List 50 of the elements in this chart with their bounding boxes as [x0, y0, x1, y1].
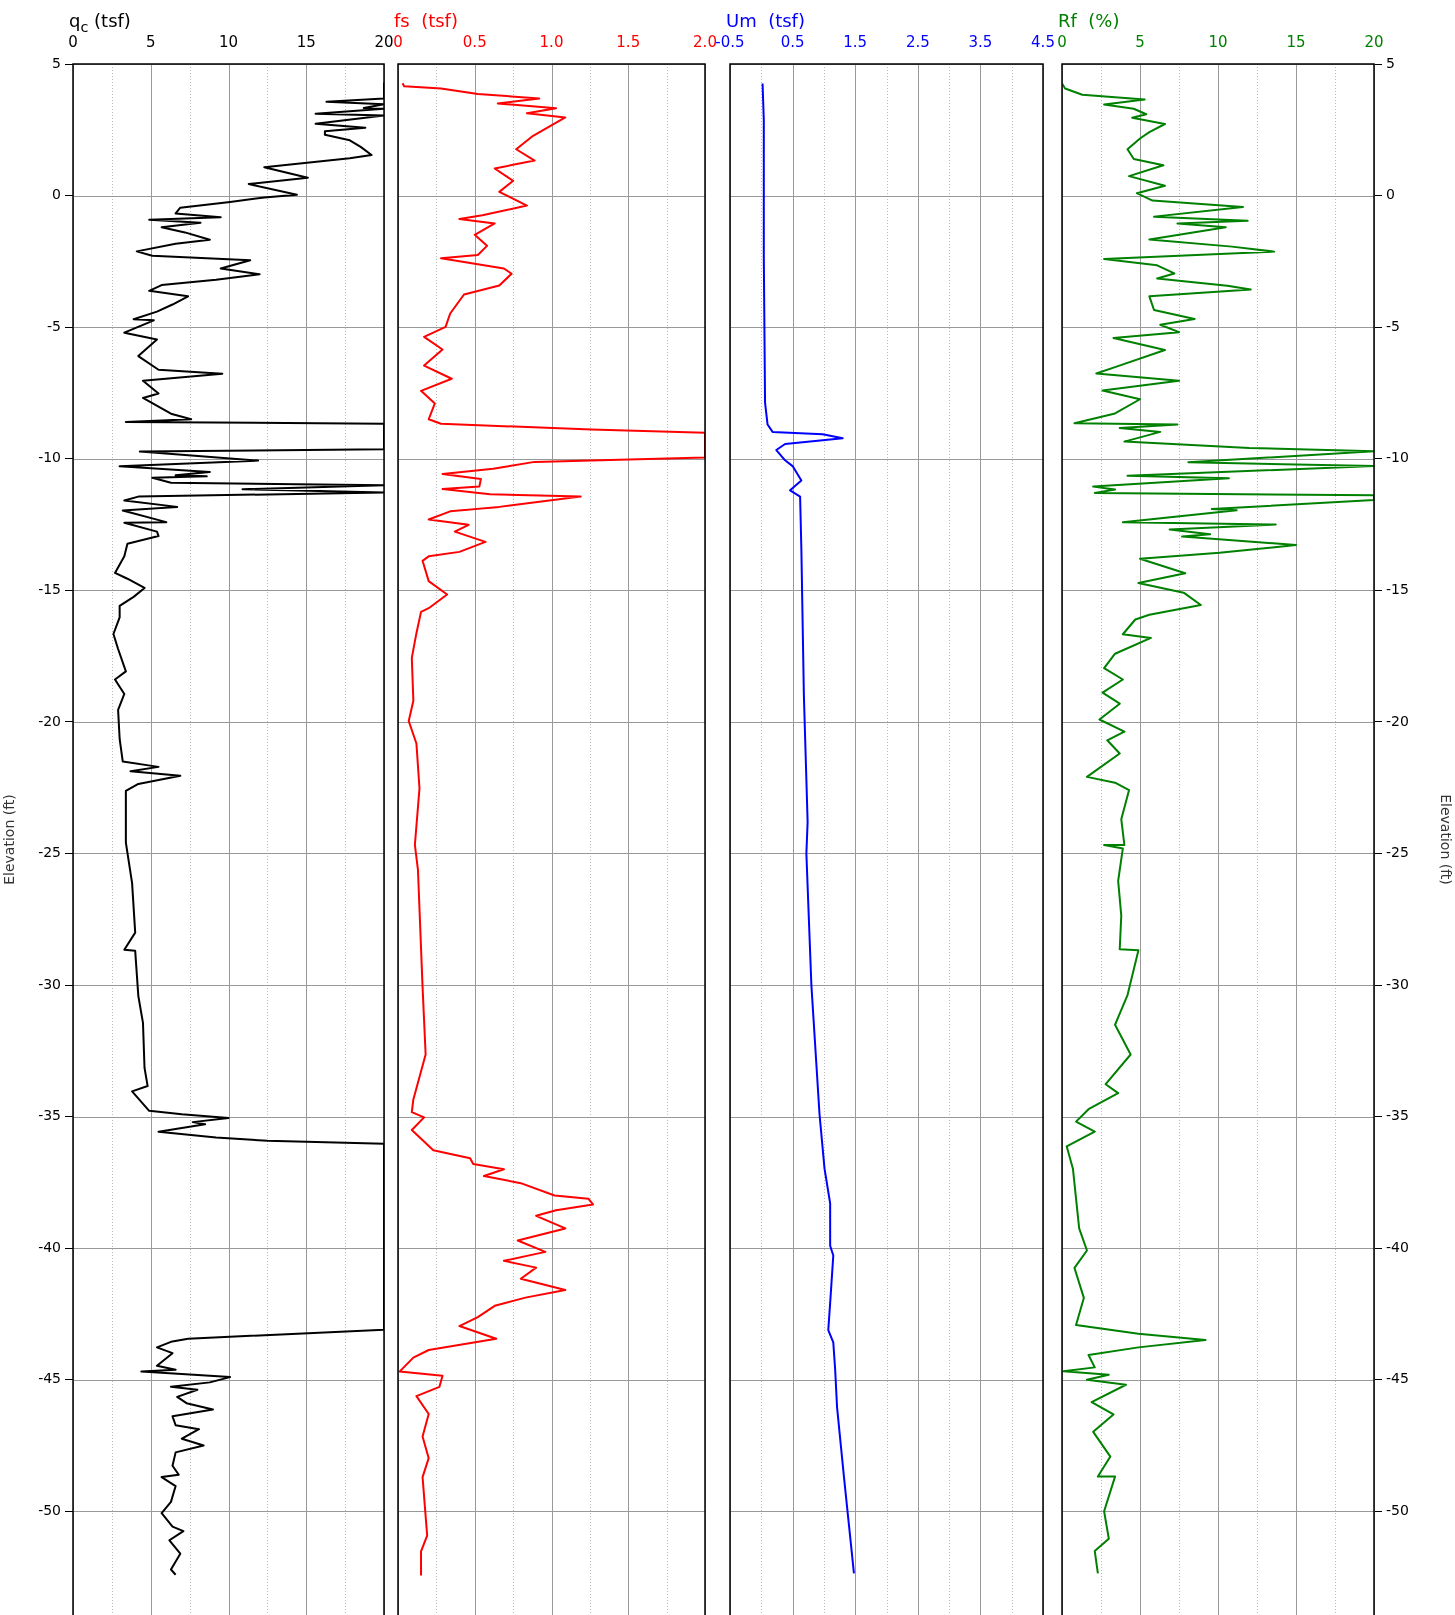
x-axis-title: Rf (%) — [1058, 10, 1120, 31]
x-tick-label: 15 — [1286, 32, 1306, 51]
y-tick-label: -25 — [38, 844, 61, 861]
y-tick-label: -15 — [38, 580, 61, 597]
y-tick-label: 5 — [52, 54, 61, 71]
y2-tick-label: -5 — [1386, 317, 1400, 334]
y-tick-label: -5 — [47, 317, 61, 334]
y2-axis-title: Elevation (ft) — [1437, 794, 1454, 885]
y-axis-title: Elevation (ft) — [1, 794, 18, 885]
x-tick-label: 1.5 — [616, 32, 641, 51]
y2-tick-label: -25 — [1386, 844, 1409, 861]
y2-tick-label: -10 — [1386, 449, 1409, 466]
x-tick-label: 0 — [1057, 32, 1067, 51]
x-tick-label: 20 — [374, 32, 394, 51]
y2-tick-label: -40 — [1386, 1238, 1409, 1255]
x-tick-label: 5 — [145, 32, 156, 51]
x-tick-label: 0.5 — [780, 32, 805, 51]
x-tick-label: 0 — [68, 32, 78, 51]
y2-tick-label: -35 — [1386, 1107, 1409, 1124]
x-tick-label: 2.0 — [693, 32, 717, 51]
x-tick-label: 4.5 — [1031, 32, 1055, 51]
y-tick-label: -50 — [38, 1501, 61, 1518]
x-tick-label: 10 — [1208, 32, 1228, 51]
x-tick-label: -0.5 — [715, 32, 745, 51]
x-tick-label: 2.5 — [905, 32, 930, 51]
y2-tick-label: -15 — [1386, 580, 1409, 597]
y2-tick-label: -30 — [1386, 975, 1409, 992]
y-tick-label: -45 — [38, 1370, 61, 1387]
x-tick-label: 3.5 — [968, 32, 993, 51]
y2-tick-label: -45 — [1386, 1370, 1409, 1387]
y2-tick-label: 5 — [1386, 54, 1395, 71]
y2-tick-label: 0 — [1386, 186, 1395, 203]
y-tick-label: -10 — [38, 449, 61, 466]
x-tick-label: 0.5 — [462, 32, 487, 51]
x-tick-label: 20 — [1364, 32, 1384, 51]
x-tick-label: 0 — [393, 32, 403, 51]
x-tick-label: 1.0 — [539, 32, 564, 51]
x-tick-label: 10 — [218, 32, 239, 51]
y-tick-label: -30 — [38, 975, 61, 992]
x-tick-label: 5 — [1135, 32, 1145, 51]
x-tick-label: 15 — [296, 32, 316, 51]
y-tick-label: 0 — [52, 186, 61, 203]
x-axis-title: fs (tsf) — [394, 10, 458, 31]
x-tick-label: 1.5 — [843, 32, 868, 51]
y-tick-label: -35 — [38, 1107, 61, 1124]
y-tick-label: -40 — [38, 1238, 61, 1255]
y2-tick-label: -20 — [1386, 712, 1409, 729]
x-axis-title: Um (tsf) — [726, 10, 805, 31]
y-tick-label: -20 — [38, 712, 61, 729]
y2-tick-label: -50 — [1386, 1501, 1409, 1518]
